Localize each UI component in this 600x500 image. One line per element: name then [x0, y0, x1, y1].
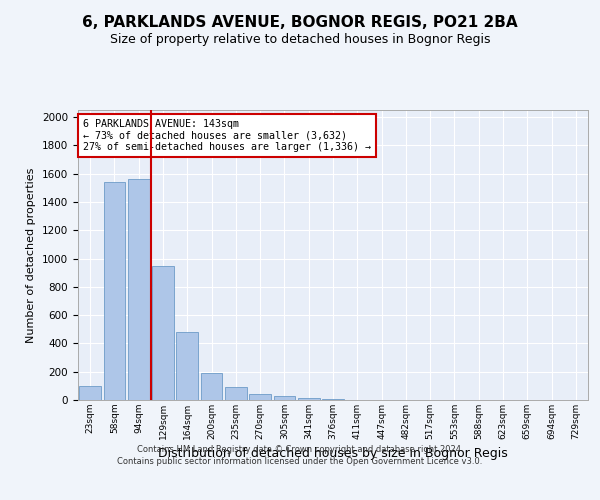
Bar: [200, 373, 223, 400]
Bar: [298, 398, 320, 400]
Text: Contains public sector information licensed under the Open Government Licence v3: Contains public sector information licen…: [118, 458, 482, 466]
Bar: [176, 332, 198, 400]
Bar: [322, 398, 344, 400]
Text: 6, PARKLANDS AVENUE, BOGNOR REGIS, PO21 2BA: 6, PARKLANDS AVENUE, BOGNOR REGIS, PO21 …: [82, 15, 518, 30]
Bar: [225, 388, 247, 400]
Text: Contains HM Land Registry data © Crown copyright and database right 2024.: Contains HM Land Registry data © Crown c…: [137, 445, 463, 454]
X-axis label: Distribution of detached houses by size in Bognor Regis: Distribution of detached houses by size …: [158, 448, 508, 460]
Y-axis label: Number of detached properties: Number of detached properties: [26, 168, 37, 342]
Text: 6 PARKLANDS AVENUE: 143sqm
← 73% of detached houses are smaller (3,632)
27% of s: 6 PARKLANDS AVENUE: 143sqm ← 73% of deta…: [83, 118, 371, 152]
Bar: [104, 182, 125, 400]
Bar: [274, 396, 295, 400]
Bar: [249, 394, 271, 400]
Bar: [79, 386, 101, 400]
Text: Size of property relative to detached houses in Bognor Regis: Size of property relative to detached ho…: [110, 32, 490, 46]
Bar: [128, 180, 149, 400]
Bar: [152, 266, 174, 400]
